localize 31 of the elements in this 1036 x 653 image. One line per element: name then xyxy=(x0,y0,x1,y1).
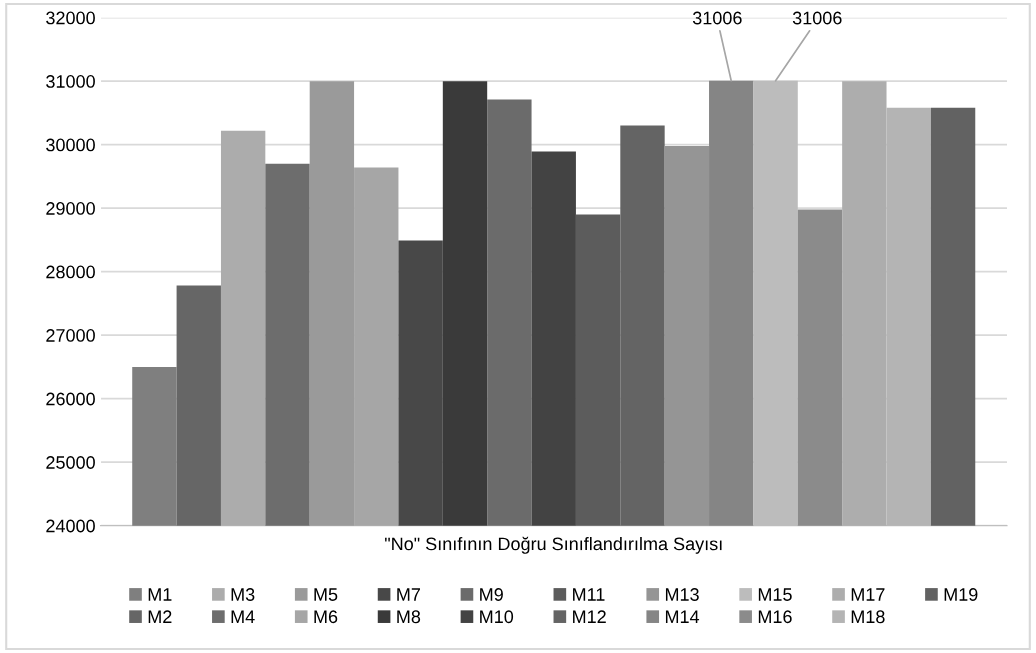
legend-label: M9 xyxy=(480,588,503,601)
legend-label: M4 xyxy=(231,610,255,623)
legend-label: M3 xyxy=(231,588,255,601)
legend-label: M2 xyxy=(148,610,172,623)
y-tick-label: 26000 xyxy=(46,392,95,406)
y-tick-label: 31000 xyxy=(46,75,95,88)
legend-label: M18 xyxy=(851,610,885,624)
x-tick-label: "No" Sınıfının Doğru Sınıflandırılma Sayısı xyxy=(385,536,722,554)
legend-label: M10 xyxy=(480,610,514,624)
legend-label: M14 xyxy=(665,610,700,623)
y-tick-label: 28000 xyxy=(46,265,95,279)
legend-label: M1 xyxy=(148,588,172,601)
legend-label: M19 xyxy=(944,588,978,601)
legend-label: M11 xyxy=(573,588,605,601)
data-label: 31006 xyxy=(792,11,842,25)
legend-label: M17 xyxy=(851,588,885,601)
y-tick-label: 27000 xyxy=(46,329,95,342)
y-tick-label: 32000 xyxy=(46,11,95,25)
legend-label: M8 xyxy=(397,610,421,624)
legend-label: M5 xyxy=(314,588,338,601)
y-tick-label: 30000 xyxy=(46,138,95,152)
y-tick-label: 29000 xyxy=(46,202,95,215)
legend-label: M13 xyxy=(665,588,699,601)
legend-label: M6 xyxy=(314,610,338,624)
legend-label: M15 xyxy=(758,588,792,601)
legend-label: M7 xyxy=(397,588,420,601)
legend-label: M16 xyxy=(758,610,792,624)
y-tick-label: 25000 xyxy=(46,456,95,469)
y-tick-label: 24000 xyxy=(46,519,95,533)
legend-label: M12 xyxy=(573,610,606,623)
data-label: 31006 xyxy=(692,11,742,25)
